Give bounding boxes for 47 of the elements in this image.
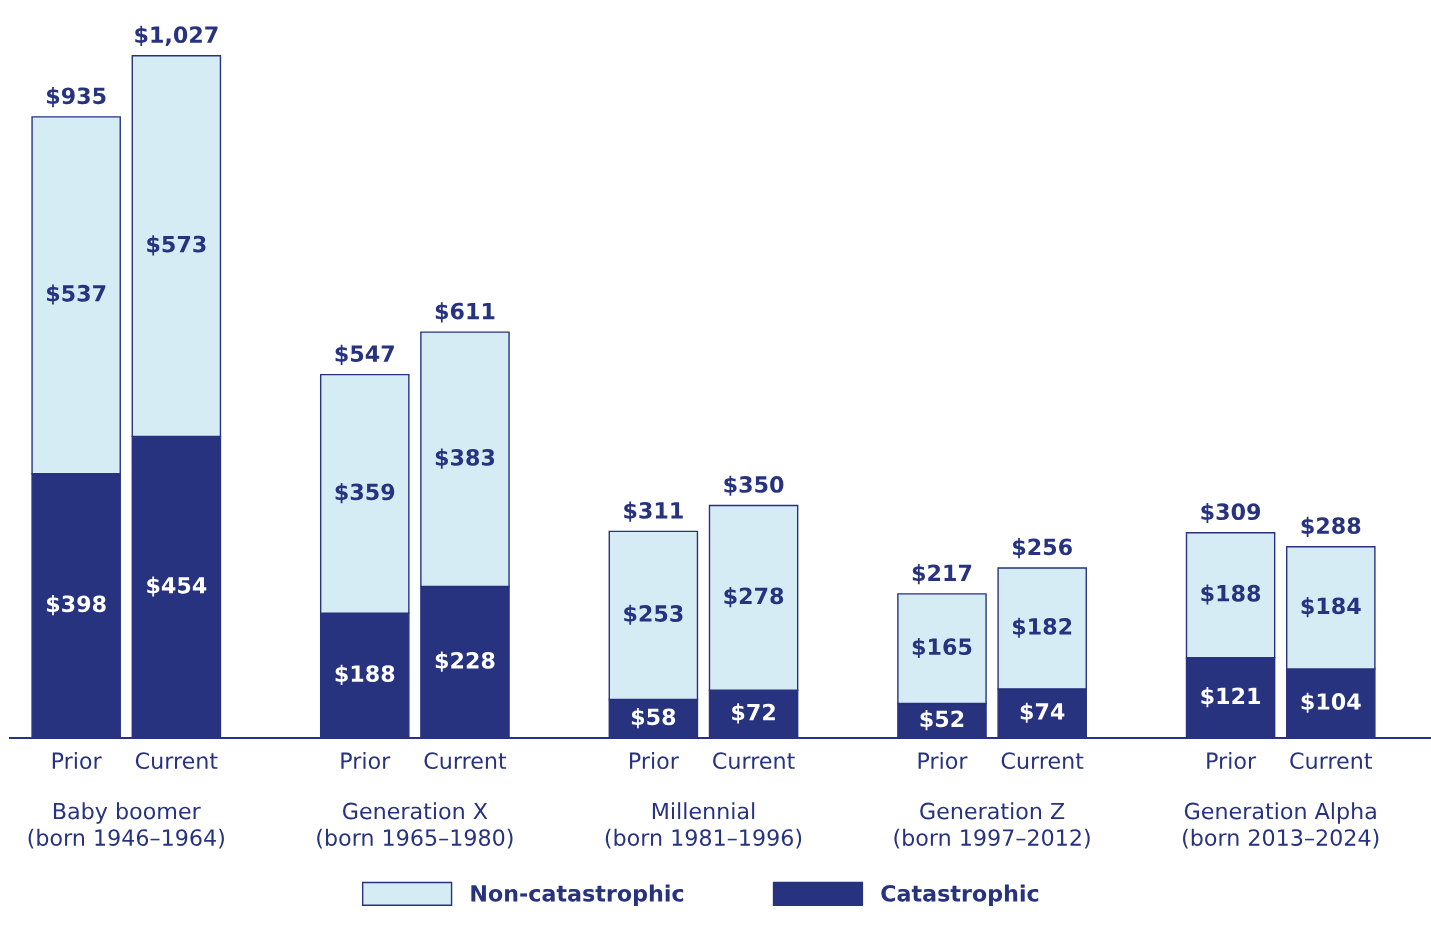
x-tick-label: Current — [1290, 752, 1372, 770]
data-label: $121 — [1201, 687, 1260, 708]
total-label: $611 — [435, 302, 495, 323]
data-label: $398 — [46, 595, 106, 616]
x-tick-label: Prior — [341, 751, 391, 770]
x-tick-label: Prior — [630, 751, 679, 770]
data-label: $184 — [1301, 597, 1361, 618]
data-label: $359 — [335, 483, 395, 504]
x-tick-label: Current — [424, 752, 507, 770]
data-label: $52 — [920, 709, 964, 731]
data-label: $573 — [147, 235, 206, 256]
data-label: $182 — [1013, 617, 1072, 638]
total-label: $311 — [624, 501, 683, 522]
x-tick-label: Prior — [1207, 751, 1257, 770]
x-tick-label: Prior — [918, 751, 968, 770]
total-label: $350 — [724, 475, 784, 496]
data-label: $165 — [912, 637, 972, 659]
text: Generation X (born 1965–1980) — [317, 802, 513, 849]
text: Generation Z (born 1997–2012) — [894, 802, 1090, 849]
data-label: $72 — [732, 703, 775, 724]
data-label: $537 — [46, 284, 106, 305]
total-label: $288 — [1301, 516, 1361, 537]
data-label: $278 — [724, 587, 784, 608]
x-tick-label: Current — [135, 752, 218, 770]
x-tick-label: Current — [713, 752, 795, 770]
x-tick-label: Current — [1001, 752, 1084, 770]
legend-label: Catastrophic — [881, 884, 1039, 906]
data-label: $74 — [1020, 702, 1065, 723]
data-label: $58 — [631, 708, 676, 729]
data-label: $383 — [435, 448, 495, 469]
text: Generation Alpha (born 2013–2024) — [1183, 802, 1379, 849]
text: Baby boomer (born 1946–1964) — [28, 802, 224, 849]
total-label: $217 — [912, 564, 972, 585]
data-label: $228 — [435, 651, 495, 672]
text: Millennial (born 1981–1996) — [605, 802, 802, 849]
total-label: $309 — [1201, 502, 1261, 524]
total-label: $1,027 — [135, 25, 218, 47]
data-label: $454 — [147, 576, 207, 597]
total-label: $547 — [335, 344, 394, 365]
data-label: $188 — [1201, 584, 1261, 605]
total-label: $256 — [1013, 538, 1072, 559]
data-label: $104 — [1301, 692, 1361, 713]
total-label: $935 — [46, 86, 106, 108]
data-label: $253 — [624, 604, 683, 625]
data-label: $188 — [335, 664, 395, 685]
x-tick-label: Prior — [52, 751, 102, 770]
legend-label: Non-catastrophic — [471, 884, 684, 906]
